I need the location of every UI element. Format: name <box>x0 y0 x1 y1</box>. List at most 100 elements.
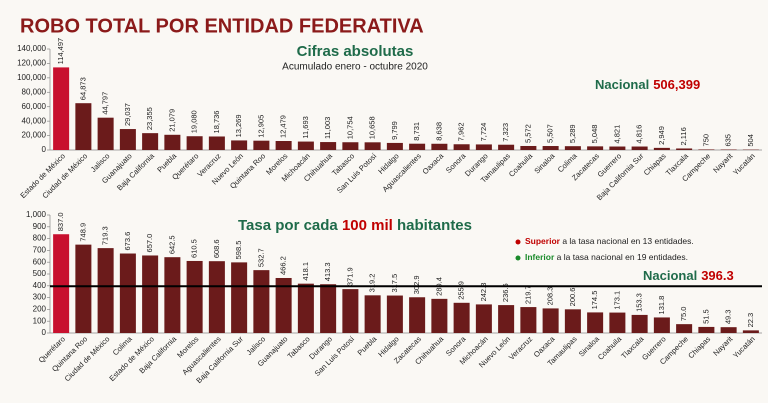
value-label: 2,116 <box>679 127 688 145</box>
value-label: 5,048 <box>590 125 599 144</box>
bar <box>208 261 225 333</box>
chart-title: Cifras absolutas <box>297 43 414 60</box>
value-label: 236.5 <box>501 283 510 302</box>
bar <box>386 295 403 333</box>
bar <box>676 324 693 333</box>
chart-subtitle: Acumulado enero - octubre 2020 <box>282 62 428 73</box>
bar <box>253 270 270 333</box>
bar <box>119 253 136 333</box>
bar <box>164 257 181 333</box>
value-label: 10,658 <box>368 116 377 139</box>
bar <box>520 145 537 150</box>
bar <box>631 314 648 333</box>
value-label: 22.3 <box>746 313 755 328</box>
bar <box>364 295 381 333</box>
value-label: 4,821 <box>612 125 621 144</box>
bar <box>587 312 604 333</box>
bar <box>164 134 181 150</box>
y-tick-label: 900 <box>33 222 47 231</box>
national-label-text: Nacional <box>643 269 697 284</box>
y-tick-label: 400 <box>33 281 47 290</box>
bar <box>564 309 581 333</box>
bar <box>653 147 670 150</box>
y-tick-label: 0 <box>42 145 47 154</box>
bar <box>542 146 559 150</box>
bar <box>453 144 470 150</box>
bar <box>498 305 515 333</box>
title-part: habitantes <box>393 217 472 234</box>
title-part: 100 mil <box>342 217 393 234</box>
value-label: 750 <box>701 134 710 147</box>
value-label: 610.5 <box>190 239 199 258</box>
value-label: 418.1 <box>301 262 310 281</box>
bar <box>498 144 515 150</box>
value-label: 173.1 <box>612 291 621 310</box>
value-label: 49.3 <box>724 310 733 325</box>
value-label: 131.8 <box>657 296 666 315</box>
bar <box>431 298 448 333</box>
value-label: 504 <box>746 134 755 147</box>
y-tick-label: 800 <box>33 234 47 243</box>
y-tick-label: 100 <box>33 316 47 325</box>
value-label: 319.2 <box>368 274 377 293</box>
bar <box>186 136 203 150</box>
bar <box>208 136 225 150</box>
value-label: 673.6 <box>123 232 132 251</box>
chart-title: Tasa por cada 100 mil habitantes <box>238 217 472 234</box>
value-label: 114,497 <box>56 38 65 65</box>
value-label: 208.3 <box>546 287 555 306</box>
y-tick-label: 200 <box>33 305 47 314</box>
bar <box>75 103 92 150</box>
y-tick-label: 140,000 <box>17 44 46 53</box>
bar <box>297 141 314 150</box>
value-label: 4,816 <box>635 125 644 144</box>
y-tick-label: 80,000 <box>22 87 47 96</box>
note-bullet <box>515 255 521 261</box>
value-label: 200.6 <box>568 288 577 307</box>
title-part: Tasa por cada <box>238 217 342 234</box>
note: Inferior a la tasa nacional en 19 entida… <box>525 252 688 262</box>
value-label: 44,797 <box>101 92 110 115</box>
value-label: 5,572 <box>523 124 532 143</box>
bar <box>587 146 604 150</box>
y-tick-label: 300 <box>33 293 47 302</box>
bar <box>698 149 715 150</box>
bar <box>364 142 381 150</box>
value-label: 219.7 <box>523 285 532 304</box>
bar <box>53 67 70 150</box>
bar <box>75 244 92 333</box>
bar <box>97 248 114 333</box>
value-label: 719.3 <box>101 226 110 245</box>
y-tick-label: 600 <box>33 257 47 266</box>
value-label: 608.6 <box>212 239 221 258</box>
value-label: 657.0 <box>145 234 154 253</box>
bar <box>231 262 248 333</box>
value-label: 12,905 <box>256 115 265 138</box>
bar <box>297 283 314 333</box>
bar <box>253 140 270 150</box>
value-label: 29,037 <box>123 103 132 126</box>
national-label: Nacional 396.3 <box>643 269 734 284</box>
value-label: 8,638 <box>434 122 443 141</box>
y-tick-label: 700 <box>33 246 47 255</box>
bar <box>720 327 737 333</box>
value-label: 748.9 <box>78 223 87 242</box>
note-word: Inferior <box>525 252 555 262</box>
value-label: 317.5 <box>390 274 399 293</box>
bar <box>186 260 203 333</box>
y-tick-label: 60,000 <box>22 102 47 111</box>
value-label: 7,724 <box>479 123 488 142</box>
bar <box>97 117 114 150</box>
bar <box>676 148 693 150</box>
value-label: 371.9 <box>345 267 354 286</box>
value-label: 75.0 <box>679 307 688 322</box>
note-text: a la tasa nacional en 19 entidades. <box>554 252 688 262</box>
bar <box>431 143 448 150</box>
y-tick-label: 20,000 <box>22 131 47 140</box>
value-label: 11,003 <box>323 117 332 139</box>
value-label: 7,962 <box>457 122 466 141</box>
value-label: 598.5 <box>234 241 243 260</box>
value-label: 635 <box>724 134 733 147</box>
bar <box>542 308 559 333</box>
